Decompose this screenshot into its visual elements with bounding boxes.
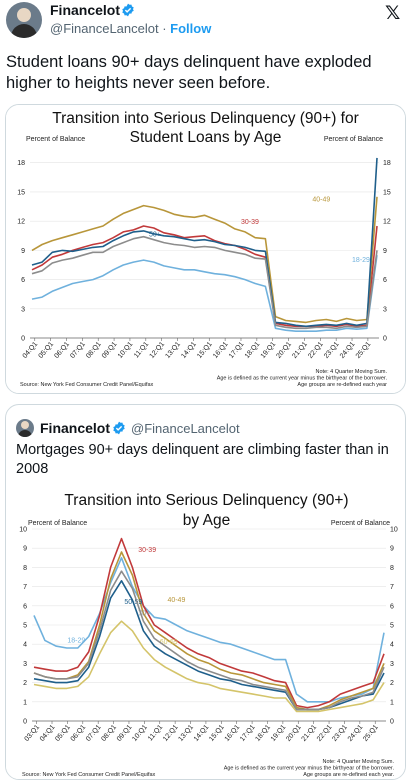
chart-note: Age is defined as the current year minus…: [217, 376, 388, 382]
y-tick-label-right: 1: [390, 699, 394, 706]
chart-title-line2: Student Loans by Age: [130, 129, 282, 146]
chart-title-line2: by Age: [183, 512, 230, 529]
y-tick-label-right: 6: [383, 277, 387, 284]
chart-source: Source: New York Fed Consumer Credit Pan…: [22, 772, 156, 778]
series-line-40-49: [33, 551, 385, 711]
series-label: 50-59: [124, 599, 142, 606]
y-tick-label-left: 7: [23, 584, 27, 591]
series-line-unlabeled: [31, 235, 378, 330]
verified-badge-icon: [122, 3, 134, 17]
y-tick-label-right: 9: [383, 248, 387, 255]
y-axis-label-left: Percent of Balance: [28, 520, 87, 527]
series-label: 30-39: [241, 219, 259, 226]
quoted-post[interactable]: Financelot @FinanceLancelot Mortgages 90…: [5, 404, 406, 780]
chart-source: Source: New York Fed Consumer Credit Pan…: [20, 382, 154, 388]
series-line-60-69: [33, 620, 385, 713]
y-tick-label-left: 1: [23, 699, 27, 706]
handle-row: @FinanceLancelot · Follow: [50, 21, 211, 36]
mortgage-chart: Transition into Serious Delinquency (90+…: [6, 485, 405, 779]
y-tick-label-left: 9: [21, 248, 25, 255]
mortgage-chart-image: Transition into Serious Delinquency (90+…: [6, 485, 405, 779]
y-tick-label-left: 12: [17, 219, 25, 226]
series-label: 40-49: [167, 597, 185, 604]
chart-note: Note: 4 Quarter Moving Sum.: [322, 759, 394, 765]
y-tick-label-left: 3: [23, 661, 27, 668]
quoted-handle: @FinanceLancelot: [131, 421, 240, 436]
student-loan-chart: Transition into Serious Delinquency (90+…: [6, 105, 405, 393]
y-tick-label-left: 2: [23, 680, 27, 687]
y-tick-label-right: 6: [390, 603, 394, 610]
series-line-70+: [33, 570, 385, 711]
series-line-30-39: [33, 537, 385, 709]
follow-button[interactable]: Follow: [170, 21, 212, 36]
quoted-avatar: [16, 419, 34, 437]
y-axis-label-left: Percent of Balance: [26, 136, 85, 143]
post-header: Financelot @FinanceLancelot · Follow 𝕏: [0, 0, 409, 44]
y-tick-label-left: 10: [19, 527, 27, 534]
y-tick-label-left: 6: [21, 277, 25, 284]
y-tick-label-right: 0: [390, 719, 394, 726]
y-tick-label-right: 2: [390, 680, 394, 687]
handle[interactable]: @FinanceLancelot ·: [50, 21, 171, 36]
y-tick-label-right: 9: [390, 546, 394, 553]
chart-note: Age groups are re-defined each year.: [303, 772, 394, 778]
chart-title-line1: Transition into Serious Delinquency (90+…: [64, 492, 348, 509]
y-tick-label-right: 0: [383, 336, 387, 343]
y-tick-label-left: 8: [23, 565, 27, 572]
avatar[interactable]: [6, 2, 42, 38]
series-line-18-29: [31, 255, 378, 332]
post-text: Student loans 90+ days delinquent have e…: [6, 53, 372, 92]
y-tick-label-right: 4: [390, 642, 394, 649]
y-tick-label-left: 5: [23, 623, 27, 630]
quoted-display-name: Financelot: [40, 420, 111, 436]
series-label: 60-69: [160, 639, 178, 646]
display-name[interactable]: Financelot: [50, 2, 121, 18]
series-label: 18-29: [67, 637, 85, 644]
y-tick-label-left: 4: [23, 642, 27, 649]
y-tick-label-right: 3: [390, 661, 394, 668]
series-line-50+: [31, 157, 378, 328]
y-tick-label-left: 15: [17, 189, 25, 196]
y-tick-label-right: 15: [383, 189, 391, 196]
quoted-text: Mortgages 90+ days delinquent are climbi…: [16, 442, 389, 477]
series-label: 40-49: [312, 197, 330, 204]
series-line-40-49: [31, 196, 378, 324]
series-line-18-29: [33, 557, 385, 703]
series-label: 18-29: [352, 257, 370, 264]
y-tick-label-left: 3: [21, 306, 25, 313]
y-tick-label-right: 7: [390, 584, 394, 591]
y-tick-label-left: 0: [23, 719, 27, 726]
y-tick-label-right: 5: [390, 623, 394, 630]
chart-title-line1: Transition into Serious Delinquency (90+…: [52, 110, 359, 127]
chart-note: Age is defined as the current year minus…: [224, 766, 395, 772]
y-axis-label-right: Percent of Balance: [331, 520, 390, 527]
y-tick-label-right: 8: [390, 565, 394, 572]
series-label: 50+: [149, 232, 161, 239]
quoted-verified-badge-icon: [113, 421, 125, 435]
y-tick-label-left: 6: [23, 603, 27, 610]
y-tick-label-right: 18: [383, 160, 391, 167]
series-label: 30-39: [138, 547, 156, 554]
y-tick-label-right: 10: [390, 527, 398, 534]
chart-note: Note: 4 Quarter Moving Sum.: [315, 369, 387, 375]
x-logo-icon[interactable]: 𝕏: [385, 3, 401, 24]
series-label: 70+: [138, 610, 150, 617]
y-tick-label-left: 9: [23, 546, 27, 553]
chart-note: Age groups are re-defined each year: [297, 382, 387, 388]
series-line-30-39: [31, 225, 378, 328]
y-tick-label-right: 3: [383, 306, 387, 313]
student-loan-chart-image[interactable]: Transition into Serious Delinquency (90+…: [5, 104, 406, 394]
chart-background: [6, 485, 405, 779]
y-tick-label-left: 18: [17, 160, 25, 167]
y-tick-label-right: 12: [383, 219, 391, 226]
chart-background: [6, 105, 405, 393]
y-axis-label-right: Percent of Balance: [324, 136, 383, 143]
y-tick-label-left: 0: [21, 336, 25, 343]
